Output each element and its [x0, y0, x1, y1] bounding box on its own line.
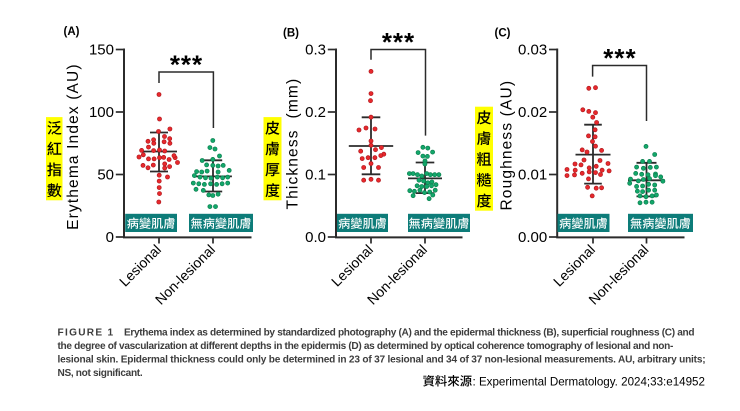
svg-text:Roughness (AU): Roughness (AU)	[499, 80, 516, 211]
svg-text:***: ***	[170, 49, 203, 79]
svg-text:(A): (A)	[64, 26, 80, 38]
svg-text:: Experimental Dermatology. 20: : Experimental Dermatology. 2024;33:e149…	[473, 376, 705, 389]
svg-text:(B): (B)	[283, 28, 299, 40]
svg-text:100: 100	[89, 104, 114, 121]
svg-text:0.03: 0.03	[518, 42, 547, 59]
svg-text:0: 0	[106, 229, 114, 246]
svg-text:0.3: 0.3	[305, 42, 326, 59]
svg-text:0.02: 0.02	[518, 104, 547, 121]
svg-text:NS, not significant.: NS, not significant.	[58, 368, 143, 379]
svg-text:0.0: 0.0	[305, 229, 326, 246]
svg-text:***: ***	[382, 27, 415, 57]
svg-text:0.01: 0.01	[518, 167, 547, 184]
svg-text:Erythema Index (AU): Erythema Index (AU)	[65, 63, 82, 230]
svg-text:the degree of vascularization: the degree of vascularization at differe…	[58, 341, 674, 352]
svg-text:lesional skin. Epidermal thick: lesional skin. Epidermal thickness could…	[58, 355, 706, 366]
svg-text:Thickness (mm): Thickness (mm)	[284, 78, 301, 210]
svg-text:***: ***	[603, 43, 636, 73]
svg-text:0.00: 0.00	[518, 229, 547, 246]
svg-text:150: 150	[89, 42, 114, 59]
svg-text:(C): (C)	[495, 28, 511, 40]
svg-text:0.1: 0.1	[305, 167, 326, 184]
svg-text:50: 50	[97, 167, 114, 184]
svg-text:0.2: 0.2	[305, 104, 326, 121]
